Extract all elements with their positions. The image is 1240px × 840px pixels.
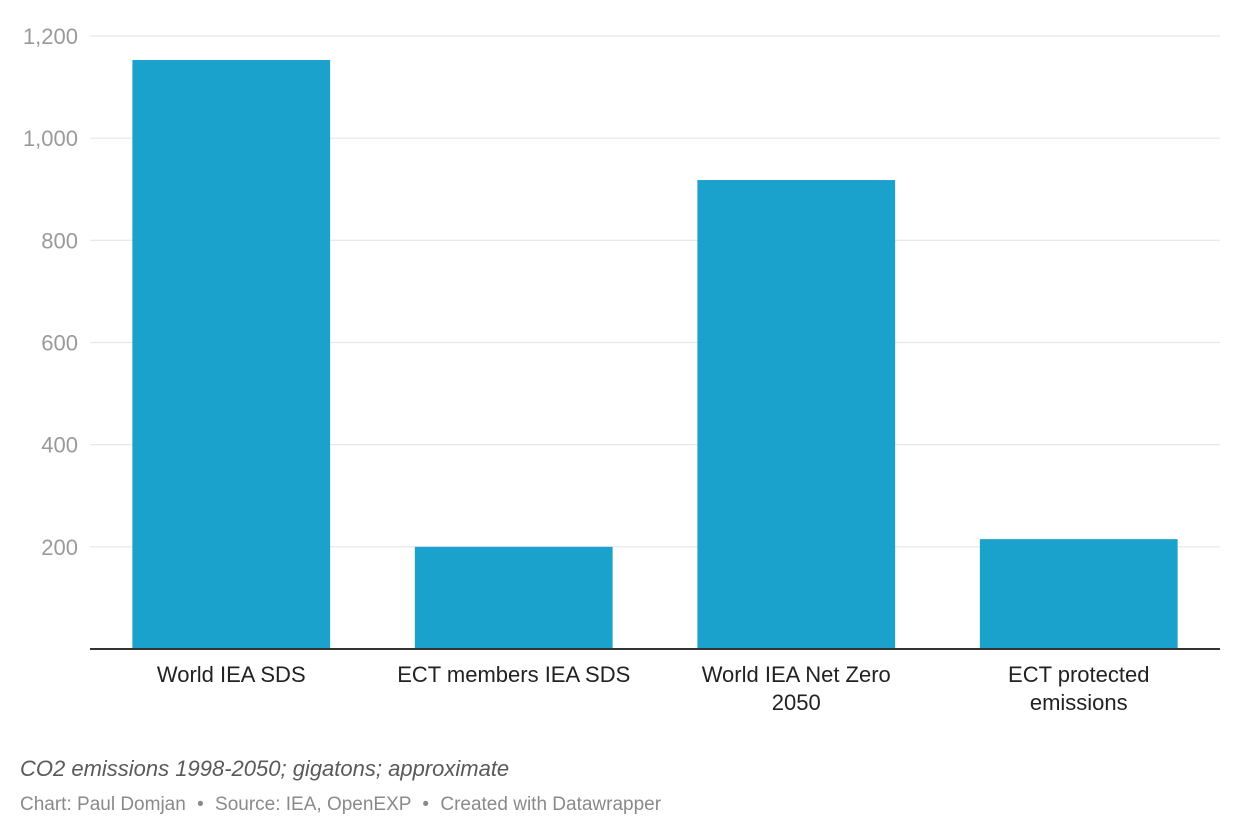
y-tick-label: 600 xyxy=(41,331,78,356)
bar xyxy=(979,539,1178,649)
bar-chart: 200 400 600 800 1,000 1,200 World IEA SDS ECT … xyxy=(23,24,1220,715)
x-category-label: World IEA SDS xyxy=(157,662,306,687)
credit-tool: Created with Datawrapper xyxy=(440,794,662,815)
x-axis-category-labels: World IEA SDS ECT members IEA SDS World IE… xyxy=(157,662,1150,715)
y-tick-label: 1,200 xyxy=(23,24,78,49)
bar xyxy=(414,546,613,649)
x-category-label: World IEA Net Zero xyxy=(702,662,891,687)
x-category-label: 2050 xyxy=(772,690,821,715)
x-category-label: emissions xyxy=(1030,690,1128,715)
chart-notes: CO2 emissions 1998-2050; gigatons; appro… xyxy=(20,756,510,781)
credit-separator: • xyxy=(197,794,204,815)
credit-source: Source: IEA, OpenEXP xyxy=(215,794,412,815)
y-tick-label: 800 xyxy=(41,228,78,253)
bar xyxy=(697,180,896,649)
bars xyxy=(132,60,1178,650)
credit-author: Chart: Paul Domjan xyxy=(20,794,186,815)
y-tick-label: 1,000 xyxy=(23,126,78,151)
x-category-label: ECT members IEA SDS xyxy=(397,662,630,687)
chart-credits: Chart: Paul Domjan • Source: IEA, OpenEX… xyxy=(20,794,661,816)
y-tick-label: 200 xyxy=(41,535,78,560)
x-category-label: ECT protected xyxy=(1008,662,1149,687)
credit-separator: • xyxy=(422,794,430,815)
y-tick-label: 400 xyxy=(41,433,78,458)
y-axis-tick-labels: 200 400 600 800 1,000 1,200 xyxy=(23,24,78,560)
bar xyxy=(132,60,331,650)
